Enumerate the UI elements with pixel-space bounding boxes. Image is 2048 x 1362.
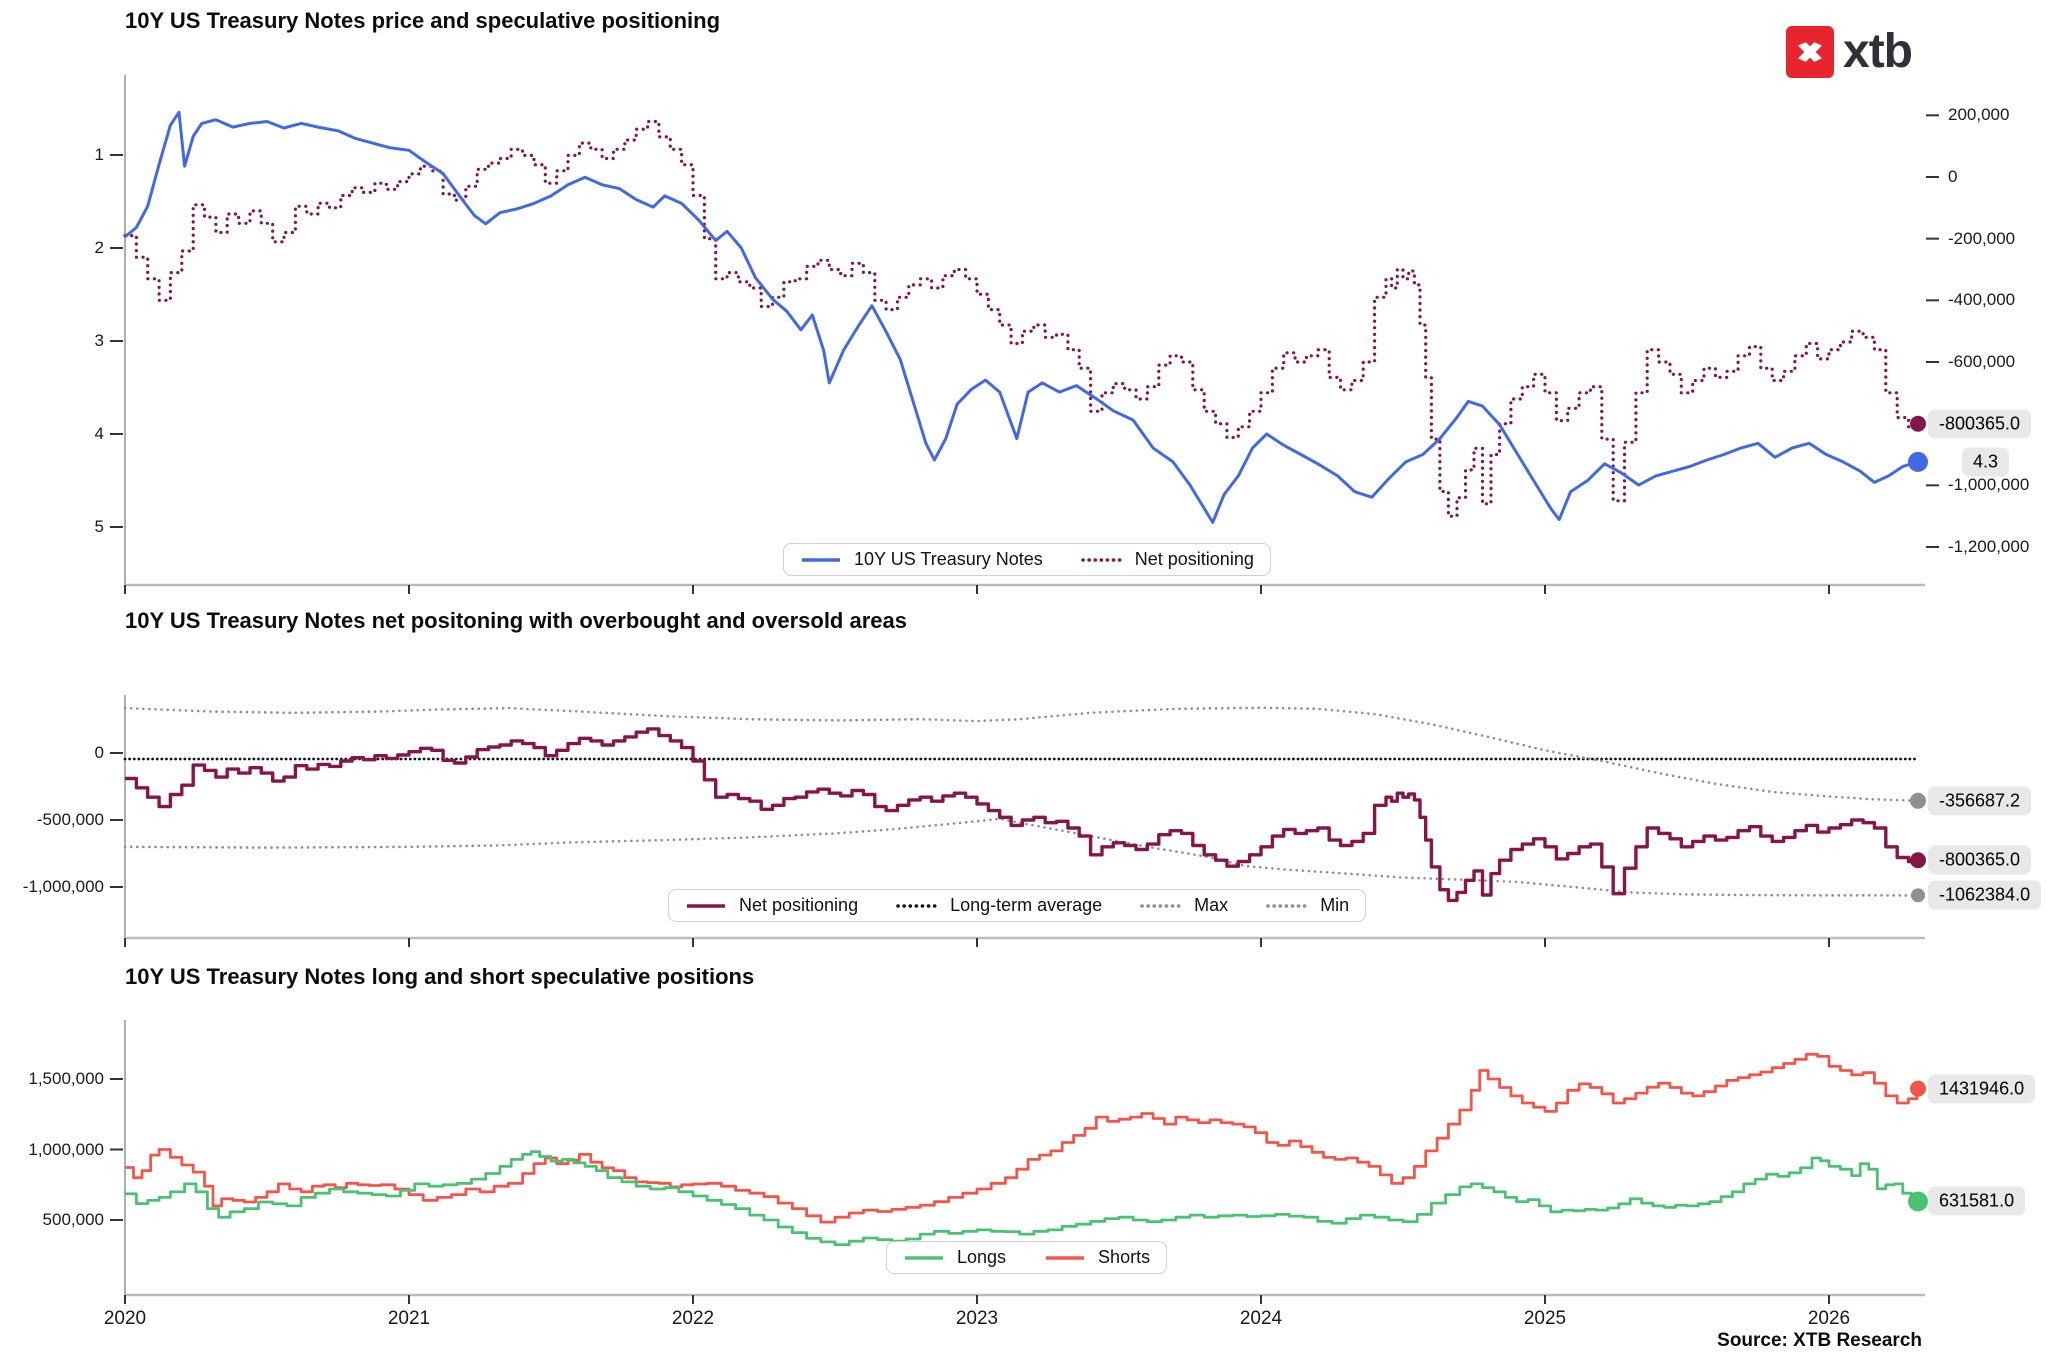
legend-label: Max (1194, 895, 1229, 915)
legend-line-sample-icon (905, 1255, 943, 1260)
legend-label: Shorts (1098, 1247, 1151, 1267)
y-tick-right-p1: -1,000,000 (1948, 475, 2030, 495)
panel3-title: 10Y US Treasury Notes long and short spe… (125, 964, 755, 989)
legend-item: 10Y US Treasury Notes (800, 549, 1043, 570)
y-tick-left-p1: 4 (94, 424, 104, 443)
panel1-title: 10Y US Treasury Notes price and speculat… (125, 8, 721, 33)
panel3-legend: Longs Shorts (886, 1241, 1168, 1274)
legend-line-sample-icon (896, 903, 938, 908)
x-tick-year: 2026 (1807, 1308, 1851, 1329)
end-marker (1908, 1191, 1928, 1212)
xtb-logo-text: xtb (1843, 25, 1913, 78)
end-marker (1911, 888, 1925, 903)
end-marker (1908, 451, 1928, 472)
legend-label: Net positioning (739, 895, 859, 915)
legend-item: Min (1266, 895, 1349, 916)
legend-label: 10Y US Treasury Notes (854, 549, 1043, 569)
y-tick-left-p3: 500,000 (42, 1210, 104, 1229)
y-tick-right-p1: -600,000 (1948, 352, 2016, 371)
end-marker (1910, 852, 1926, 869)
value-label-net-positioning-p1: -800365.0 (1928, 409, 2032, 439)
x-tick-year: 2023 (955, 1308, 999, 1329)
value-label-net-positioning-p2: -800365.0 (1928, 845, 2032, 875)
legend-label: Longs (957, 1247, 1007, 1267)
value-label-min: -1062384.0 (1928, 880, 2042, 910)
y-tick-left-p3: 1,500,000 (28, 1069, 104, 1088)
panel2-title: 10Y US Treasury Notes net positoning wit… (125, 608, 907, 633)
x-glyph-icon (1797, 41, 1823, 62)
y-tick-left-p3: 1,000,000 (28, 1139, 104, 1159)
y-tick-left-p1: 2 (94, 238, 104, 257)
legend-item: Long-term average (896, 895, 1102, 916)
y-tick-left-p2: -500,000 (36, 810, 104, 829)
y-tick-left-p1: 1 (94, 145, 104, 164)
value-label-max: -356687.2 (1928, 786, 2032, 816)
legend-label: Long-term average (950, 895, 1103, 915)
series-max (123, 706, 1919, 803)
legend-label: Net positioning (1134, 549, 1254, 569)
value-label-shorts: 1431946.0 (1928, 1074, 2036, 1104)
y-tick-right-p1: 0 (1948, 167, 1958, 186)
y-tick-left-p2: 0 (94, 743, 104, 762)
legend-line-sample-icon (1266, 903, 1308, 908)
xtb-logo-icon (1786, 25, 1834, 78)
y-tick-left-p1: 5 (94, 517, 104, 536)
series-10y-us-treasury-notes (124, 110, 1918, 524)
legend-item: Net positioning (1080, 549, 1254, 570)
legend-item: Shorts (1044, 1247, 1150, 1268)
y-tick-left-p2: -1,000,000 (22, 877, 104, 896)
legend-line-sample-icon (1140, 903, 1182, 908)
legend-line-sample-icon (1046, 1255, 1085, 1260)
series-longs (125, 1150, 1919, 1247)
panel1-legend: 10Y US Treasury Notes Net positioning (783, 543, 1271, 576)
y-tick-left-p1: 3 (94, 331, 104, 350)
y-tick-right-p1: 200,000 (1948, 105, 2010, 125)
value-label-longs: 631581.0 (1928, 1186, 2026, 1216)
legend-item: Longs (903, 1247, 1006, 1268)
y-tick-right-p1: -1,200,000 (1948, 537, 2030, 556)
xtb-logo: xtb (1786, 24, 1913, 79)
legend-line-sample-icon (1080, 557, 1123, 562)
source-credit: Source: XTB Research (1717, 1330, 1922, 1351)
panel2-legend: Net positioning Long-term average Max Min (668, 889, 1367, 922)
value-label-yield: 4.3 (1962, 447, 2010, 477)
legend-item: Net positioning (685, 895, 858, 916)
x-tick-year: 2022 (671, 1308, 715, 1329)
y-tick-right-p1: -200,000 (1948, 228, 2016, 248)
legend-line-sample-icon (687, 903, 725, 908)
legend-item: Max (1140, 895, 1228, 916)
end-marker (1910, 792, 1926, 809)
x-tick-year: 2025 (1523, 1308, 1567, 1329)
x-tick-year: 2021 (387, 1308, 431, 1329)
series-net-positioning (125, 727, 1919, 903)
legend-label: Min (1320, 895, 1350, 915)
series-net-positioning (123, 119, 1919, 518)
end-marker (1910, 1080, 1926, 1097)
x-tick-year: 2024 (1239, 1308, 1283, 1329)
legend-line-sample-icon (802, 557, 840, 562)
x-tick-year: 2020 (103, 1308, 147, 1329)
y-tick-right-p1: -400,000 (1948, 290, 2016, 310)
end-marker (1910, 415, 1926, 432)
